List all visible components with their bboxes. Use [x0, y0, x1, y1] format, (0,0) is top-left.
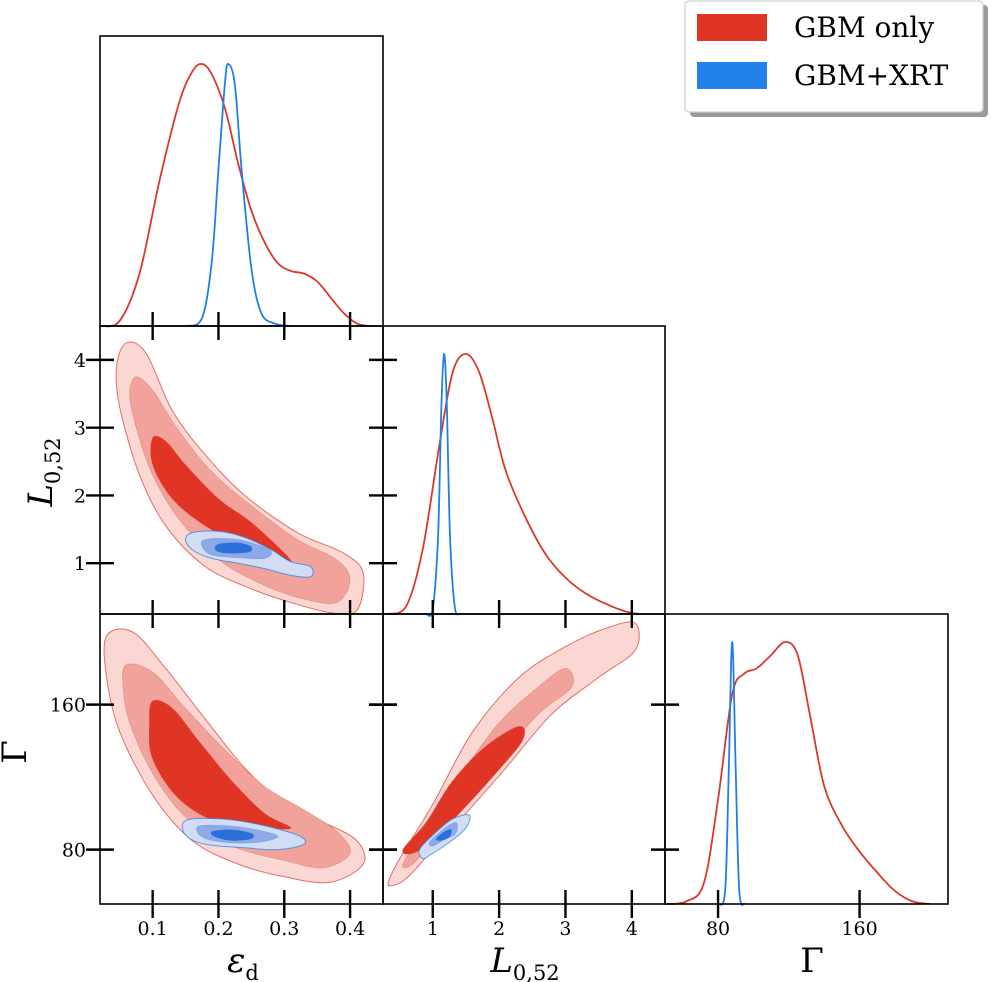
- y-tick-label-L: 2: [74, 485, 86, 507]
- marginal-line-gbm-only: [664, 641, 931, 905]
- contour-gbm-only-inner: [148, 699, 292, 830]
- contour-gbm-xrt-inner: [214, 542, 253, 554]
- x-tick-label-eps: 0.2: [203, 918, 233, 940]
- joint-panel-g-vs-l: [387, 621, 640, 887]
- contour-gbm-only-mid: [122, 663, 351, 869]
- y-tick-label-L: 1: [74, 553, 86, 575]
- y-tick-label-G: 160: [50, 695, 86, 717]
- legend-label-gbm-only: GBM only: [794, 11, 934, 44]
- y-tick-label-L: 4: [74, 350, 86, 372]
- axis-label-L: L0,52: [21, 437, 65, 507]
- marginal-panel-L: [385, 353, 639, 617]
- contour-gbm-only-mid: [129, 376, 351, 604]
- panel-frame: [99, 35, 384, 340]
- axis-label-L: L0,52: [489, 941, 559, 982]
- y-tick-label-G: 80: [62, 840, 86, 862]
- x-tick-label-G: 160: [841, 918, 877, 940]
- marginal-line-gbm-only: [385, 353, 639, 615]
- axis-label-G: Γ: [0, 740, 35, 764]
- x-tick-label-eps: 0.3: [269, 918, 299, 940]
- legend-label-gbm-xrt: GBM+XRT: [794, 59, 949, 92]
- x-tick-label-G: 80: [706, 918, 730, 940]
- x-tick-label-L: 2: [493, 918, 505, 940]
- joint-panel-g-vs-eps: [103, 628, 366, 884]
- x-tick-label-L: 4: [626, 918, 638, 940]
- joint-panel-l-vs-eps: [115, 341, 365, 614]
- legend-swatch-gbm-only: [697, 14, 767, 41]
- x-tick-label-L: 1: [427, 918, 439, 940]
- x-tick-label-eps: 0.1: [138, 918, 168, 940]
- panel-frame: [382, 325, 666, 628]
- legend-swatch-gbm-xrt: [697, 62, 767, 89]
- contour-gbm-xrt-inner: [435, 829, 452, 841]
- axis-label-G: Γ: [800, 941, 824, 981]
- y-tick-label-L: 3: [74, 418, 86, 440]
- panel-frame: [664, 613, 949, 918]
- contour-gbm-xrt-inner: [210, 829, 255, 841]
- legend: GBM only GBM+XRT: [684, 0, 988, 117]
- x-tick-label-eps: 0.4: [335, 918, 365, 940]
- panel-frame: [369, 613, 679, 918]
- marginal-line-gbm-xrt: [717, 641, 746, 906]
- marginal-line-gbm-only: [99, 63, 370, 328]
- x-tick-label-L: 3: [559, 918, 571, 940]
- axis-label-eps: εd: [227, 941, 259, 982]
- marginal-line-gbm-xrt: [185, 63, 292, 327]
- marginal-line-gbm-xrt: [425, 353, 461, 617]
- marginal-panel-eps: [99, 63, 370, 328]
- marginal-panel-G: [664, 641, 931, 906]
